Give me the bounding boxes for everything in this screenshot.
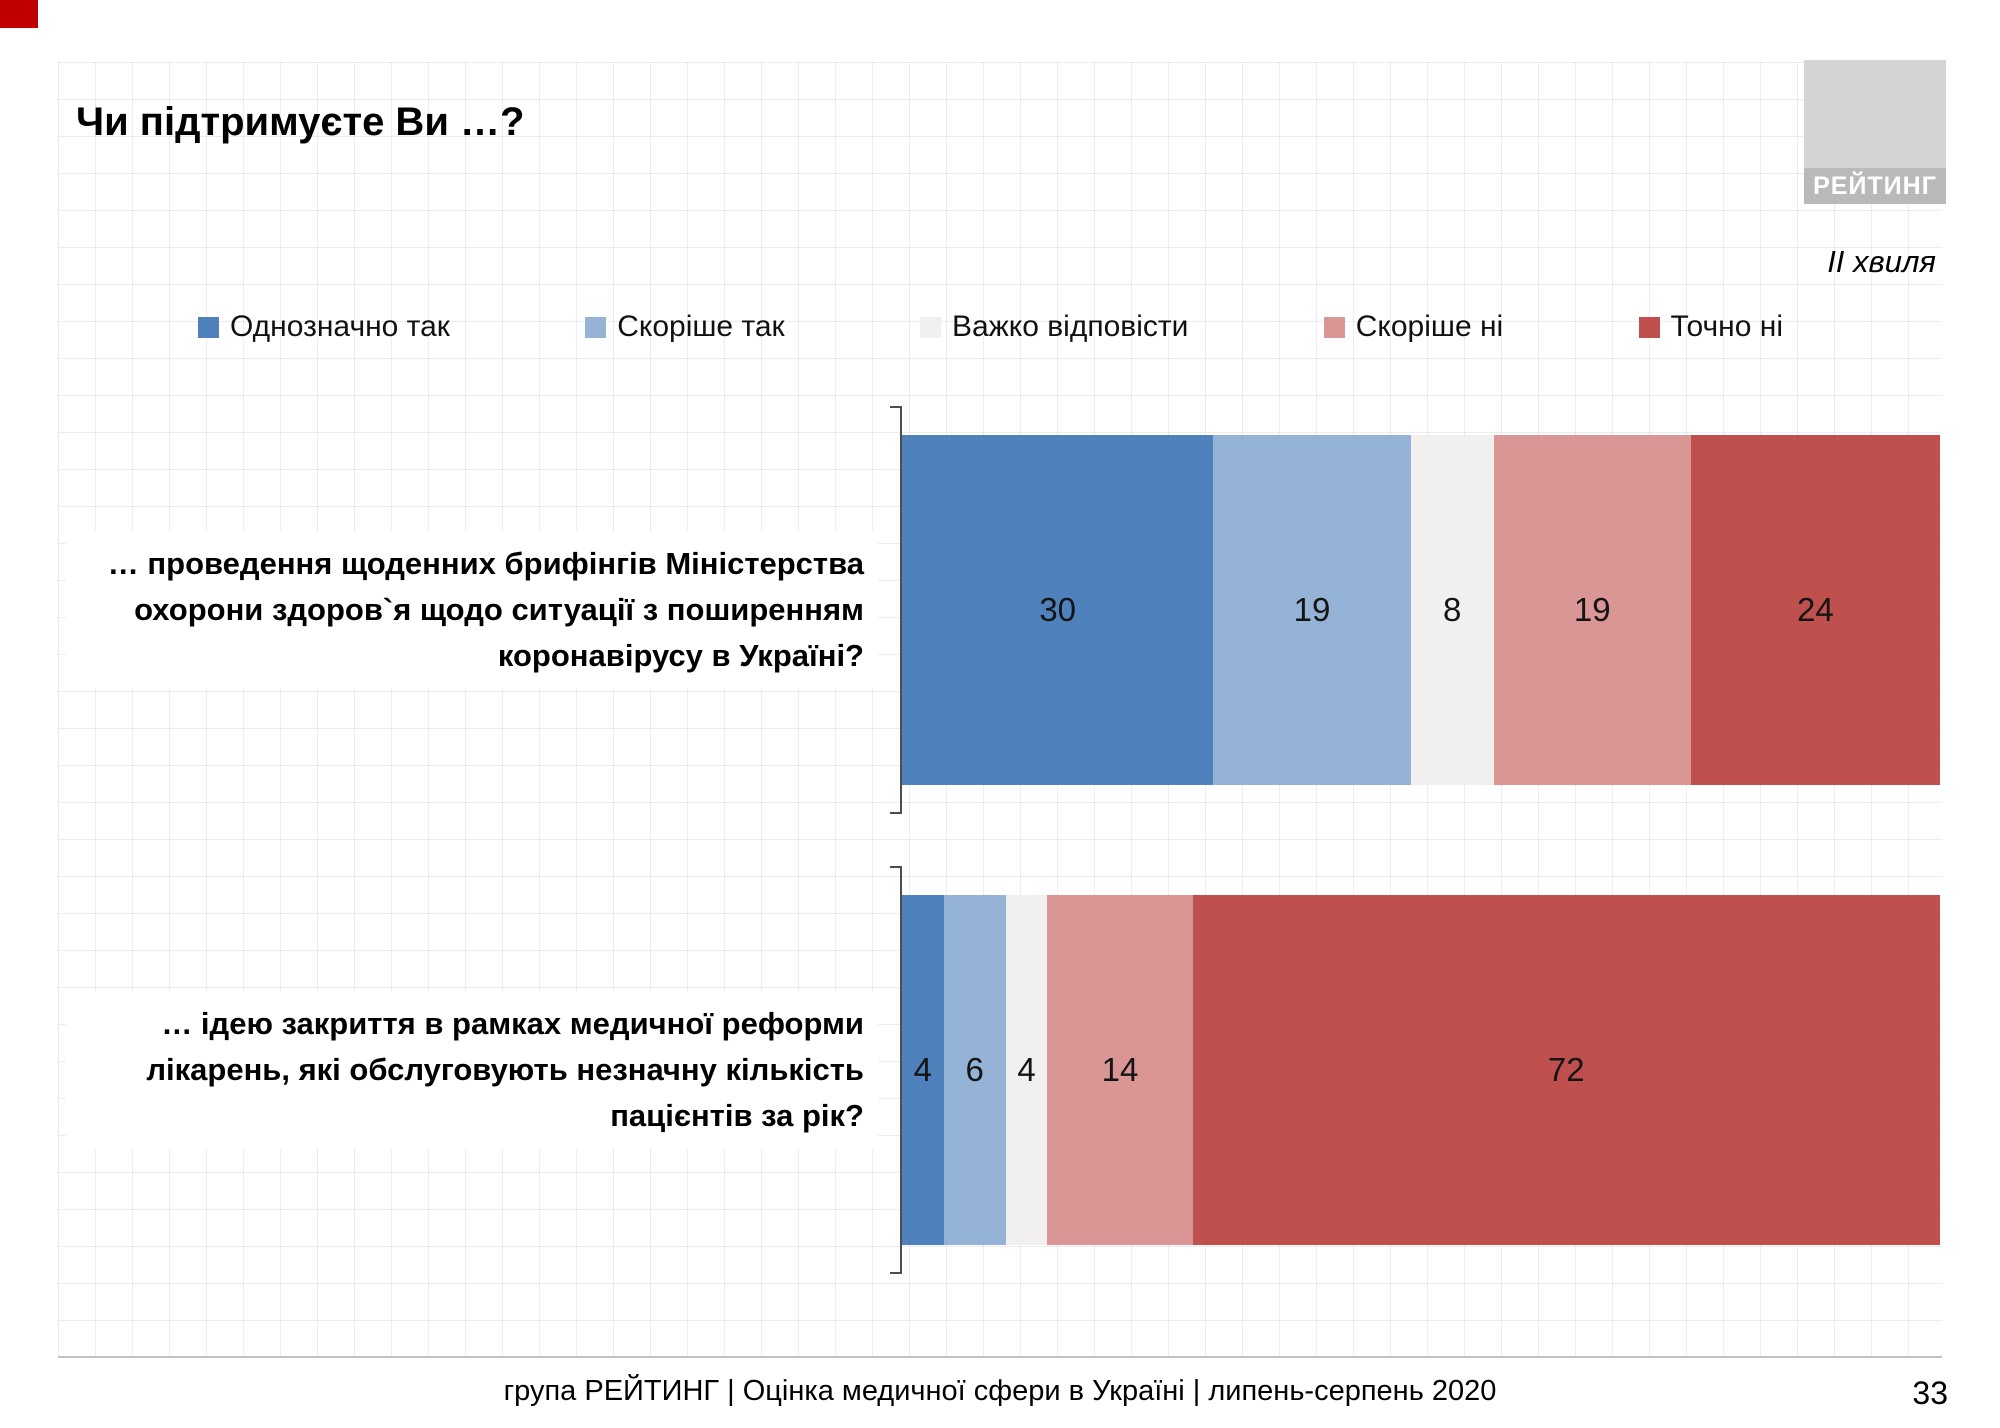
page-title: Чи підтримуєте Ви …? [76,100,525,144]
bar-segment: 6 [943,895,1006,1245]
bar-plot: 30 19 8 19 24 [890,380,1940,840]
bar-segment: 4 [902,895,944,1245]
bar-row-label: … проведення щоденних брифінгів Міністер… [66,531,878,689]
y-axis [890,406,902,814]
bar-value: 4 [1017,1051,1036,1088]
chart-rows: … проведення щоденних брифінгів Міністер… [58,380,1942,1300]
bar-segment: 24 [1690,435,1940,785]
bar-value: 19 [1573,591,1611,628]
bar-segment: 19 [1213,435,1411,785]
legend-label: Точно ні [1670,310,1783,343]
page-number: 33 [1912,1375,1948,1411]
legend-item: Скоріше так [585,310,785,344]
bar-value: 24 [1797,591,1834,628]
wave-label: ІІ хвиля [1827,244,1936,279]
legend-item: Скоріше ні [1323,310,1504,344]
bar-value: 19 [1293,591,1331,628]
chart-legend: Однозначно так Скоріше так Важко відповіст… [198,310,1783,344]
legend-swatch [1638,316,1660,338]
bar-value: 72 [1547,1051,1585,1088]
y-axis [890,866,902,1274]
bar-segment: 4 [1005,895,1048,1245]
legend-swatch [585,316,607,338]
rating-group-logo: РЕЙТИНГ [1804,60,1946,204]
bar-value: 8 [1442,591,1462,628]
bar-plot: 4 6 4 14 72 [890,840,1940,1300]
legend-item: Однозначно так [198,310,450,344]
stacked-bar: 30 19 8 19 24 [902,435,1940,785]
bar-row: … проведення щоденних брифінгів Міністер… [58,380,1942,840]
legend-item: Точно ні [1638,310,1783,344]
footer-source: група РЕЙТИНГ | Оцінка медичної сфери в … [503,1375,1497,1407]
legend-swatch [1323,316,1345,338]
corner-accent [0,0,38,28]
bar-segment: 72 [1192,895,1940,1245]
bar-segment: 14 [1047,895,1193,1245]
grid-background: Чи підтримуєте Ви …? РЕЙТИНГ ІІ хвиля Од… [58,60,1946,1358]
rating-logo-label: РЕЙТИНГ [1804,168,1946,204]
legend-label: Скоріше ні [1355,310,1504,343]
bar-row: … ідею закриття в рамках медичної реформ… [58,840,1942,1300]
legend-swatch [198,316,219,338]
legend-swatch [920,316,941,338]
legend-item: Важко відповісти [920,310,1188,344]
legend-label: Важко відповісти [952,310,1189,343]
bar-value: 14 [1101,1051,1139,1088]
stacked-bar: 4 6 4 14 72 [902,895,1940,1245]
legend-label: Скоріше так [617,310,785,343]
bar-segment: 19 [1493,435,1691,785]
bar-segment: 30 [902,435,1214,785]
bar-value: 4 [913,1051,932,1088]
bar-segment: 8 [1410,435,1494,785]
legend-label: Однозначно так [230,310,450,343]
bar-row-label: … ідею закриття в рамках медичної реформ… [66,991,878,1149]
bar-value: 6 [965,1051,984,1088]
bar-value: 30 [1039,591,1077,628]
